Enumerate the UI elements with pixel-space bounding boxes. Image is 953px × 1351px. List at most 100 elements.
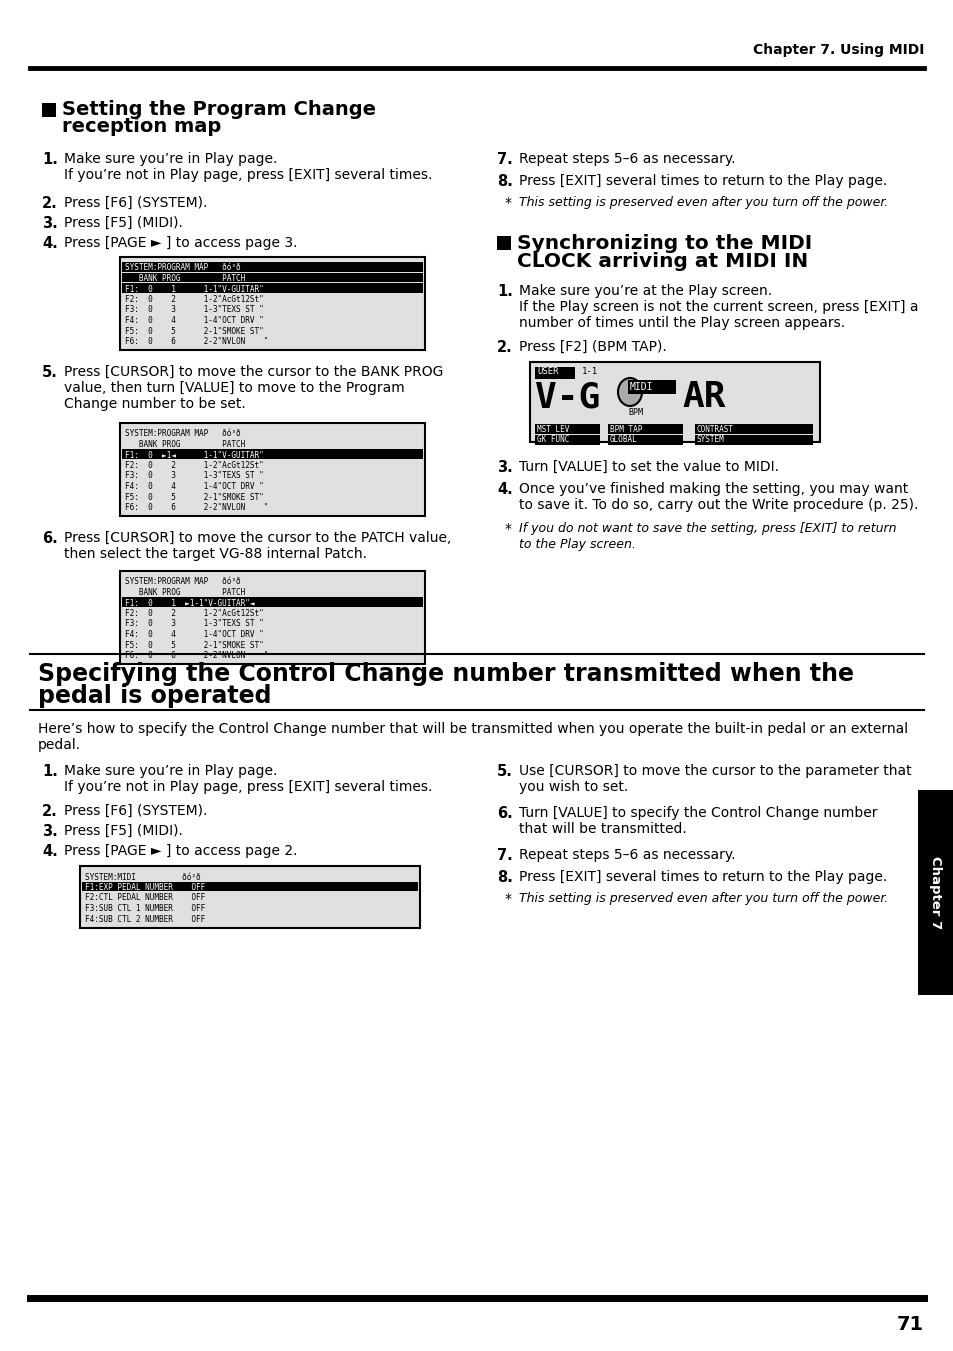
Text: 4.: 4. [42,844,58,859]
Text: to the Play screen.: to the Play screen. [518,538,636,551]
Text: Chapter 7: Chapter 7 [928,857,941,929]
Text: Press [F6] (SYSTEM).: Press [F6] (SYSTEM). [64,804,207,817]
Bar [535,435,599,444]
Text: 8.: 8. [497,870,513,885]
Text: SYSTEM:PROGRAM MAP   ðó³ð: SYSTEM:PROGRAM MAP ðó³ð [125,577,240,586]
Text: that will be transmitted.: that will be transmitted. [518,821,686,836]
Text: Press [F5] (MIDI).: Press [F5] (MIDI). [64,216,183,230]
Text: Make sure you’re at the Play screen.: Make sure you’re at the Play screen. [518,284,771,299]
Text: Press [PAGE ► ] to access page 3.: Press [PAGE ► ] to access page 3. [64,236,297,250]
Text: 3.: 3. [42,824,58,839]
Text: F1:  0  ►1◄      1-1"V-GUITAR": F1: 0 ►1◄ 1-1"V-GUITAR" [125,450,263,459]
Bar [607,435,682,444]
Text: GK FUNC: GK FUNC [537,435,569,444]
Bar [122,449,422,458]
Text: F6:  0    6      2-2"NVLON    ": F6: 0 6 2-2"NVLON " [125,503,268,512]
Bar [120,423,424,516]
Text: AR: AR [681,380,724,413]
Bar [82,881,417,892]
Text: BPM: BPM [627,408,642,417]
Text: Press [F5] (MIDI).: Press [F5] (MIDI). [64,824,183,838]
Text: *: * [504,892,512,907]
Text: to save it. To do so, carry out the Write procedure (p. 25).: to save it. To do so, carry out the Writ… [518,499,918,512]
Bar [607,424,682,434]
Text: Press [EXIT] several times to return to the Play page.: Press [EXIT] several times to return to … [518,174,886,188]
Ellipse shape [618,378,641,407]
Text: 3.: 3. [497,459,512,476]
Bar [695,435,812,444]
Text: F2:CTL PEDAL NUMBER    OFF: F2:CTL PEDAL NUMBER OFF [85,893,205,902]
Text: 3.: 3. [42,216,58,231]
Text: then select the target VG-88 internal Patch.: then select the target VG-88 internal Pa… [64,547,367,561]
Text: Specifying the Control Change number transmitted when the: Specifying the Control Change number tra… [38,662,853,686]
Text: F6:  0    6      2-2"NVLON    ": F6: 0 6 2-2"NVLON " [125,651,268,661]
Text: MST LEV: MST LEV [537,424,569,434]
Text: Press [F6] (SYSTEM).: Press [F6] (SYSTEM). [64,196,207,209]
Bar [80,866,419,928]
Bar [535,367,575,380]
Text: F2:  0    2      1-2"AcGt12St": F2: 0 2 1-2"AcGt12St" [125,609,263,617]
Text: 71: 71 [896,1316,923,1335]
Text: Press [PAGE ► ] to access page 2.: Press [PAGE ► ] to access page 2. [64,844,297,858]
Text: Turn [VALUE] to set the value to MIDI.: Turn [VALUE] to set the value to MIDI. [518,459,779,474]
Text: F4:  0    4      1-4"OCT DRV ": F4: 0 4 1-4"OCT DRV " [125,482,263,490]
Text: USER: USER [537,367,558,377]
Text: 1.: 1. [42,153,58,168]
Text: Once you’ve finished making the setting, you may want: Once you’ve finished making the setting,… [518,482,907,496]
Text: *: * [504,521,512,536]
Bar [122,282,422,293]
Bar [122,273,422,282]
Bar [122,597,422,607]
Bar [535,424,599,434]
Text: pedal is operated: pedal is operated [38,684,272,708]
Text: 1.: 1. [42,765,58,780]
Text: 4.: 4. [42,236,58,251]
Text: number of times until the Play screen appears.: number of times until the Play screen ap… [518,316,844,330]
Text: If you’re not in Play page, press [EXIT] several times.: If you’re not in Play page, press [EXIT]… [64,780,432,794]
Text: Press [EXIT] several times to return to the Play page.: Press [EXIT] several times to return to … [518,870,886,884]
Text: 7.: 7. [497,153,512,168]
Text: Synchronizing to the MIDI: Synchronizing to the MIDI [517,234,811,253]
Bar [120,571,424,663]
Text: CLOCK arriving at MIDI IN: CLOCK arriving at MIDI IN [517,253,807,272]
Text: If you’re not in Play page, press [EXIT] several times.: If you’re not in Play page, press [EXIT]… [64,168,432,182]
Text: SYSTEM: SYSTEM [697,435,724,444]
Text: F6:  0    6      2-2"NVLON    ": F6: 0 6 2-2"NVLON " [125,336,268,346]
Text: 5.: 5. [42,365,58,380]
Text: Chapter 7. Using MIDI: Chapter 7. Using MIDI [752,43,923,57]
Text: Change number to be set.: Change number to be set. [64,397,246,411]
Bar [122,262,422,272]
Text: Make sure you’re in Play page.: Make sure you’re in Play page. [64,765,277,778]
Text: 2.: 2. [42,196,58,211]
Text: F4:SUB CTL 2 NUMBER    OFF: F4:SUB CTL 2 NUMBER OFF [85,915,205,924]
Text: 1.: 1. [497,284,513,299]
Text: Repeat steps 5–6 as necessary.: Repeat steps 5–6 as necessary. [518,153,735,166]
Text: Here’s how to specify the Control Change number that will be transmitted when yo: Here’s how to specify the Control Change… [38,721,907,736]
Text: BANK PROG         PATCH: BANK PROG PATCH [125,440,245,449]
Text: 8.: 8. [497,174,513,189]
Text: SYSTEM:PROGRAM MAP   ðó³ð: SYSTEM:PROGRAM MAP ðó³ð [125,263,240,273]
Text: SYSTEM:PROGRAM MAP   ðó³ð: SYSTEM:PROGRAM MAP ðó³ð [125,430,240,439]
Text: you wish to set.: you wish to set. [518,780,628,794]
Text: F5:  0    5      2-1"SMOKE ST": F5: 0 5 2-1"SMOKE ST" [125,640,263,650]
Text: BANK PROG         PATCH: BANK PROG PATCH [125,588,245,597]
Bar [530,362,820,442]
Text: This setting is preserved even after you turn off the power.: This setting is preserved even after you… [518,196,887,209]
Text: Turn [VALUE] to specify the Control Change number: Turn [VALUE] to specify the Control Chan… [518,807,877,820]
Bar [695,424,812,434]
Text: MIDI: MIDI [629,382,653,392]
Text: F1:EXP PEDAL NUMBER    OFF: F1:EXP PEDAL NUMBER OFF [85,884,205,892]
Text: Use [CURSOR] to move the cursor to the parameter that: Use [CURSOR] to move the cursor to the p… [518,765,911,778]
Text: 6.: 6. [42,531,58,546]
Text: F3:SUB CTL 1 NUMBER    OFF: F3:SUB CTL 1 NUMBER OFF [85,904,205,913]
Text: value, then turn [VALUE] to move to the Program: value, then turn [VALUE] to move to the … [64,381,404,394]
Text: SYSTEM:MIDI          ðó²ð: SYSTEM:MIDI ðó²ð [85,873,200,881]
Text: 4.: 4. [497,482,512,497]
Text: F4:  0    4      1-4"OCT DRV ": F4: 0 4 1-4"OCT DRV " [125,316,263,326]
Text: BANK PROG         PATCH: BANK PROG PATCH [125,274,245,282]
Text: 7.: 7. [497,848,512,863]
Text: 2.: 2. [42,804,58,819]
Text: Press [CURSOR] to move the cursor to the PATCH value,: Press [CURSOR] to move the cursor to the… [64,531,451,544]
Bar [42,103,56,118]
Text: F1:  0    1  ►1-1"V-GUITAR"◄: F1: 0 1 ►1-1"V-GUITAR"◄ [125,598,254,608]
